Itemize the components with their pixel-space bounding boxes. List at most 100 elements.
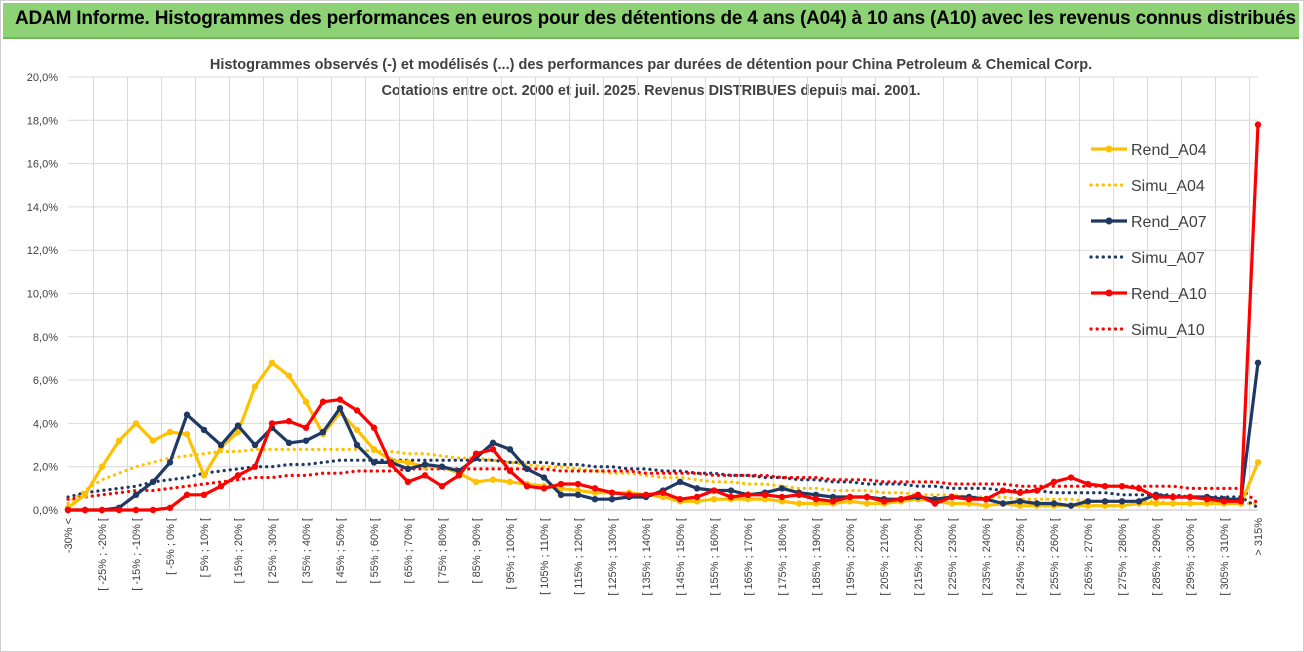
data-point: [489, 446, 497, 453]
data-point: [1084, 498, 1092, 505]
x-tick-label: [ 55% ; 60% [: [369, 518, 381, 583]
data-point: [166, 459, 174, 466]
data-point: [319, 428, 327, 436]
legend-label: Rend_A07: [1131, 214, 1207, 231]
data-point: [812, 495, 820, 503]
data-point: [1118, 482, 1126, 490]
legend-marker: [1105, 145, 1113, 153]
x-tick-label: [ 225% ; 230% [: [947, 518, 959, 596]
x-tick-label: [ 85% ; 90% [: [471, 518, 483, 583]
x-tick-label: [ 195% ; 200% [: [845, 518, 857, 596]
data-point: [1169, 500, 1177, 507]
data-point: [251, 441, 259, 449]
x-tick-label: [ 265% ; 270% [: [1083, 518, 1095, 596]
data-point: [523, 482, 531, 490]
grid-lines: [68, 76, 1258, 511]
data-point: [132, 506, 140, 514]
x-tick-label: [ 235% ; 240% [: [981, 518, 993, 596]
x-tick-label: [ 135% ; 140% [: [641, 518, 653, 596]
series-line-simu-a10: [66, 467, 1260, 506]
legend-item: Rend_A10: [1091, 286, 1207, 303]
data-point: [1169, 493, 1177, 501]
data-point: [1067, 502, 1075, 509]
legend-label: Simu_A04: [1131, 178, 1205, 195]
legend-item: Simu_A07: [1089, 250, 1205, 267]
data-point: [948, 493, 956, 501]
y-tick-label: 0,0%: [33, 505, 58, 517]
data-point: [778, 493, 786, 501]
data-point: [1152, 493, 1160, 501]
data-point: [540, 485, 548, 492]
report-banner: ADAM Informe. Histogrammes des performan…: [3, 3, 1299, 39]
data-point: [948, 500, 956, 507]
plot-area: [64, 121, 1262, 514]
line-chart: Histogrammes observés (-) et modélisés (…: [27, 57, 1265, 596]
data-point: [1101, 482, 1109, 490]
data-point: [132, 491, 140, 499]
series-line-simu-a04: [66, 447, 1260, 506]
data-point: [285, 418, 293, 425]
data-point: [183, 411, 191, 418]
y-tick-label: 18,0%: [27, 115, 58, 127]
data-point: [251, 383, 259, 390]
data-point: [557, 491, 565, 499]
data-point: [676, 495, 684, 503]
data-point: [727, 487, 735, 494]
data-point: [999, 500, 1007, 507]
data-point: [1118, 498, 1126, 505]
y-tick-label: 4,0%: [33, 418, 58, 430]
x-tick-label: [ -15% ; -10% [: [131, 518, 143, 591]
data-point: [1033, 487, 1041, 494]
data-point: [1254, 359, 1262, 366]
data-point: [319, 398, 327, 405]
data-point: [370, 446, 378, 453]
data-point: [761, 491, 769, 499]
data-point: [659, 489, 667, 496]
data-point: [1220, 498, 1228, 505]
data-point: [1186, 493, 1194, 501]
data-point: [1050, 478, 1058, 486]
data-point: [574, 480, 582, 488]
data-point: [370, 424, 378, 431]
legend-label: Simu_A10: [1131, 322, 1205, 339]
x-tick-label: [ 275% ; 280% [: [1117, 518, 1129, 596]
x-tick-label: [ 25% ; 30% [: [267, 518, 279, 583]
data-point: [336, 405, 344, 412]
data-point: [1084, 480, 1092, 488]
x-tick-label: [ 255% ; 260% [: [1049, 518, 1061, 596]
x-tick-label: [ 105% ; 110% [: [539, 518, 551, 595]
data-point: [404, 465, 412, 473]
data-point: [285, 439, 293, 447]
x-tick-label: [ 285% ; 290% [: [1151, 518, 1163, 596]
legend-label: Rend_A10: [1131, 286, 1207, 303]
data-point: [863, 493, 871, 501]
data-point: [285, 372, 293, 379]
data-point: [727, 493, 735, 501]
data-point: [506, 467, 514, 475]
data-point: [795, 491, 803, 499]
x-tick-label: [ -5% ; 0% [: [165, 518, 177, 575]
data-point: [1186, 500, 1194, 507]
data-point: [1033, 500, 1041, 507]
data-point: [608, 495, 616, 503]
y-tick-label: 10,0%: [27, 289, 58, 301]
x-tick-label: [ 125% ; 130% [: [607, 518, 619, 596]
data-point: [251, 463, 259, 470]
y-tick-label: 20,0%: [27, 72, 58, 84]
data-point: [98, 506, 106, 514]
x-tick-label: [ 45% ; 50% [: [335, 518, 347, 583]
data-point: [200, 426, 208, 434]
data-point: [200, 472, 208, 479]
data-point: [115, 506, 123, 514]
legend-marker: [1105, 289, 1113, 297]
data-point: [353, 426, 361, 434]
legend-label: Simu_A07: [1131, 250, 1205, 267]
data-point: [353, 441, 361, 449]
data-point: [132, 420, 140, 427]
y-tick-label: 16,0%: [27, 159, 58, 171]
x-tick-label: [ 305% ; 310% [: [1219, 518, 1231, 596]
data-point: [404, 459, 412, 466]
data-point: [829, 498, 837, 505]
data-point: [455, 472, 463, 479]
